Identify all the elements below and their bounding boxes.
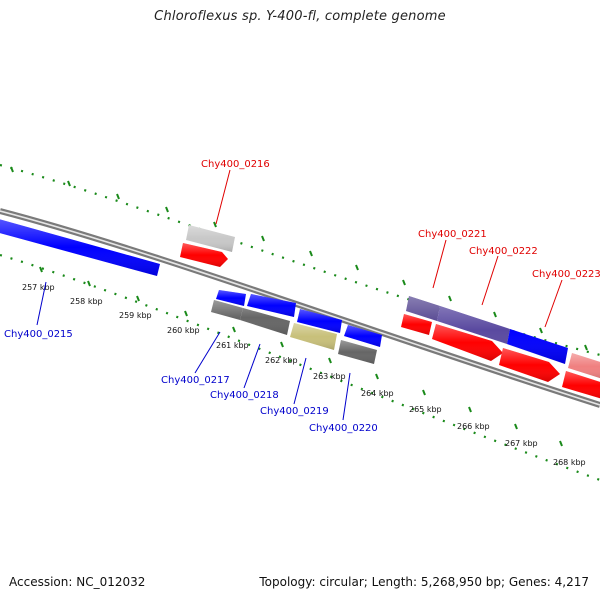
gene-label-chy400-0222[interactable]: Chy400_0222: [469, 246, 538, 257]
tick-label: 262 kbp: [265, 356, 298, 365]
genome-backbone: [0, 208, 600, 408]
genome-summary-text: Topology: circular; Length: 5,268,950 bp…: [259, 575, 589, 589]
reverse-strand-features: [0, 219, 382, 364]
gene-label-chy400-0217[interactable]: Chy400_0217: [161, 375, 230, 386]
gene-labels: Chy400_0216 Chy400_0221 Chy400_0222 Chy4…: [4, 159, 600, 434]
accession-text: Accession: NC_012032: [9, 575, 146, 589]
gene-label-chy400-0220[interactable]: Chy400_0220: [309, 423, 378, 434]
scale-labels: 257 kbp 258 kbp 259 kbp 260 kbp 261 kbp …: [22, 283, 586, 467]
tick-label: 258 kbp: [70, 297, 103, 306]
tick-label: 259 kbp: [119, 311, 152, 320]
outer-dotted-circle: [0, 163, 600, 357]
tick-label: 261 kbp: [216, 341, 249, 350]
tick-label: 263 kbp: [313, 372, 346, 381]
tick-label: 266 kbp: [457, 422, 490, 431]
gene-label-chy400-0221[interactable]: Chy400_0221: [418, 229, 487, 240]
map-title: Chloroflexus sp. Y-400-fl, complete geno…: [154, 9, 446, 24]
gene-label-chy400-0216[interactable]: Chy400_0216: [201, 159, 270, 170]
tick-label: 265 kbp: [409, 405, 442, 414]
inner-dotted-circle: [0, 253, 600, 482]
gene-label-chy400-0223[interactable]: Chy400_0223: [532, 269, 600, 280]
tick-label: 260 kbp: [167, 326, 200, 335]
tick-label: 267 kbp: [505, 439, 538, 448]
forward-strand-features: [180, 225, 600, 399]
tick-label: 257 kbp: [22, 283, 55, 292]
tick-label: 268 kbp: [553, 458, 586, 467]
tick-label: 264 kbp: [361, 389, 394, 398]
callout-lines: [36, 169, 563, 421]
gene-label-chy400-0218[interactable]: Chy400_0218: [210, 390, 279, 401]
gene-label-chy400-0215[interactable]: Chy400_0215: [4, 329, 73, 340]
gene-label-chy400-0219[interactable]: Chy400_0219: [260, 406, 329, 417]
